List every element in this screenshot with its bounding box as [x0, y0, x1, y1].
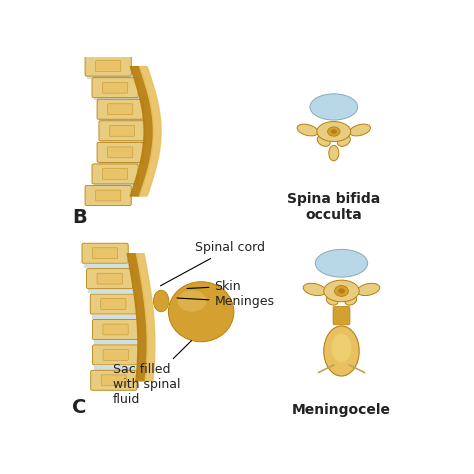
FancyBboxPatch shape: [92, 248, 118, 259]
Ellipse shape: [310, 94, 358, 120]
FancyBboxPatch shape: [101, 375, 127, 386]
Ellipse shape: [317, 121, 351, 142]
Ellipse shape: [303, 283, 326, 296]
Ellipse shape: [168, 282, 234, 342]
Ellipse shape: [345, 295, 356, 305]
FancyBboxPatch shape: [102, 82, 128, 93]
FancyBboxPatch shape: [97, 273, 122, 284]
FancyBboxPatch shape: [82, 243, 128, 263]
FancyBboxPatch shape: [103, 324, 128, 335]
FancyBboxPatch shape: [85, 56, 131, 76]
Text: B: B: [72, 208, 87, 227]
Ellipse shape: [338, 288, 345, 294]
FancyBboxPatch shape: [91, 370, 137, 390]
FancyBboxPatch shape: [92, 78, 138, 98]
Ellipse shape: [315, 249, 368, 277]
Bar: [88, 290, 134, 293]
FancyBboxPatch shape: [109, 125, 135, 136]
FancyBboxPatch shape: [92, 345, 139, 365]
Ellipse shape: [357, 283, 380, 296]
FancyBboxPatch shape: [99, 121, 145, 141]
FancyBboxPatch shape: [333, 306, 350, 325]
Ellipse shape: [154, 290, 169, 312]
Bar: [94, 340, 140, 344]
FancyBboxPatch shape: [87, 269, 133, 289]
Ellipse shape: [349, 124, 371, 136]
Ellipse shape: [331, 129, 337, 134]
Bar: [93, 97, 140, 100]
Bar: [99, 118, 145, 122]
Bar: [93, 183, 140, 187]
Text: C: C: [72, 398, 86, 417]
Ellipse shape: [177, 290, 207, 312]
FancyBboxPatch shape: [102, 168, 128, 179]
Ellipse shape: [297, 124, 318, 136]
Ellipse shape: [331, 333, 352, 363]
Bar: [87, 75, 133, 79]
Text: Meningocele: Meningocele: [292, 403, 391, 418]
Bar: [99, 161, 145, 165]
FancyBboxPatch shape: [91, 294, 137, 314]
Ellipse shape: [317, 135, 330, 146]
FancyBboxPatch shape: [101, 299, 126, 310]
Text: Spina bifida
occulta: Spina bifida occulta: [287, 191, 381, 222]
Ellipse shape: [328, 127, 340, 136]
Text: Meninges: Meninges: [177, 295, 274, 308]
Bar: [100, 140, 146, 144]
Text: Sac filled
with spinal
fluid: Sac filled with spinal fluid: [113, 341, 191, 406]
Ellipse shape: [329, 146, 339, 161]
FancyBboxPatch shape: [96, 61, 121, 72]
FancyBboxPatch shape: [97, 142, 143, 163]
FancyBboxPatch shape: [96, 190, 121, 201]
Bar: [94, 365, 140, 370]
FancyBboxPatch shape: [97, 99, 143, 119]
Text: Skin: Skin: [187, 280, 241, 293]
FancyBboxPatch shape: [103, 349, 128, 360]
Ellipse shape: [324, 280, 359, 302]
Ellipse shape: [324, 326, 359, 376]
Ellipse shape: [326, 295, 338, 305]
Ellipse shape: [337, 135, 350, 146]
Bar: [83, 264, 130, 268]
FancyBboxPatch shape: [108, 147, 133, 158]
Bar: [92, 315, 138, 319]
FancyBboxPatch shape: [92, 319, 138, 339]
FancyBboxPatch shape: [108, 104, 133, 115]
FancyBboxPatch shape: [92, 164, 138, 184]
Text: Spinal cord: Spinal cord: [161, 241, 265, 286]
Ellipse shape: [335, 285, 348, 296]
FancyBboxPatch shape: [85, 185, 131, 206]
